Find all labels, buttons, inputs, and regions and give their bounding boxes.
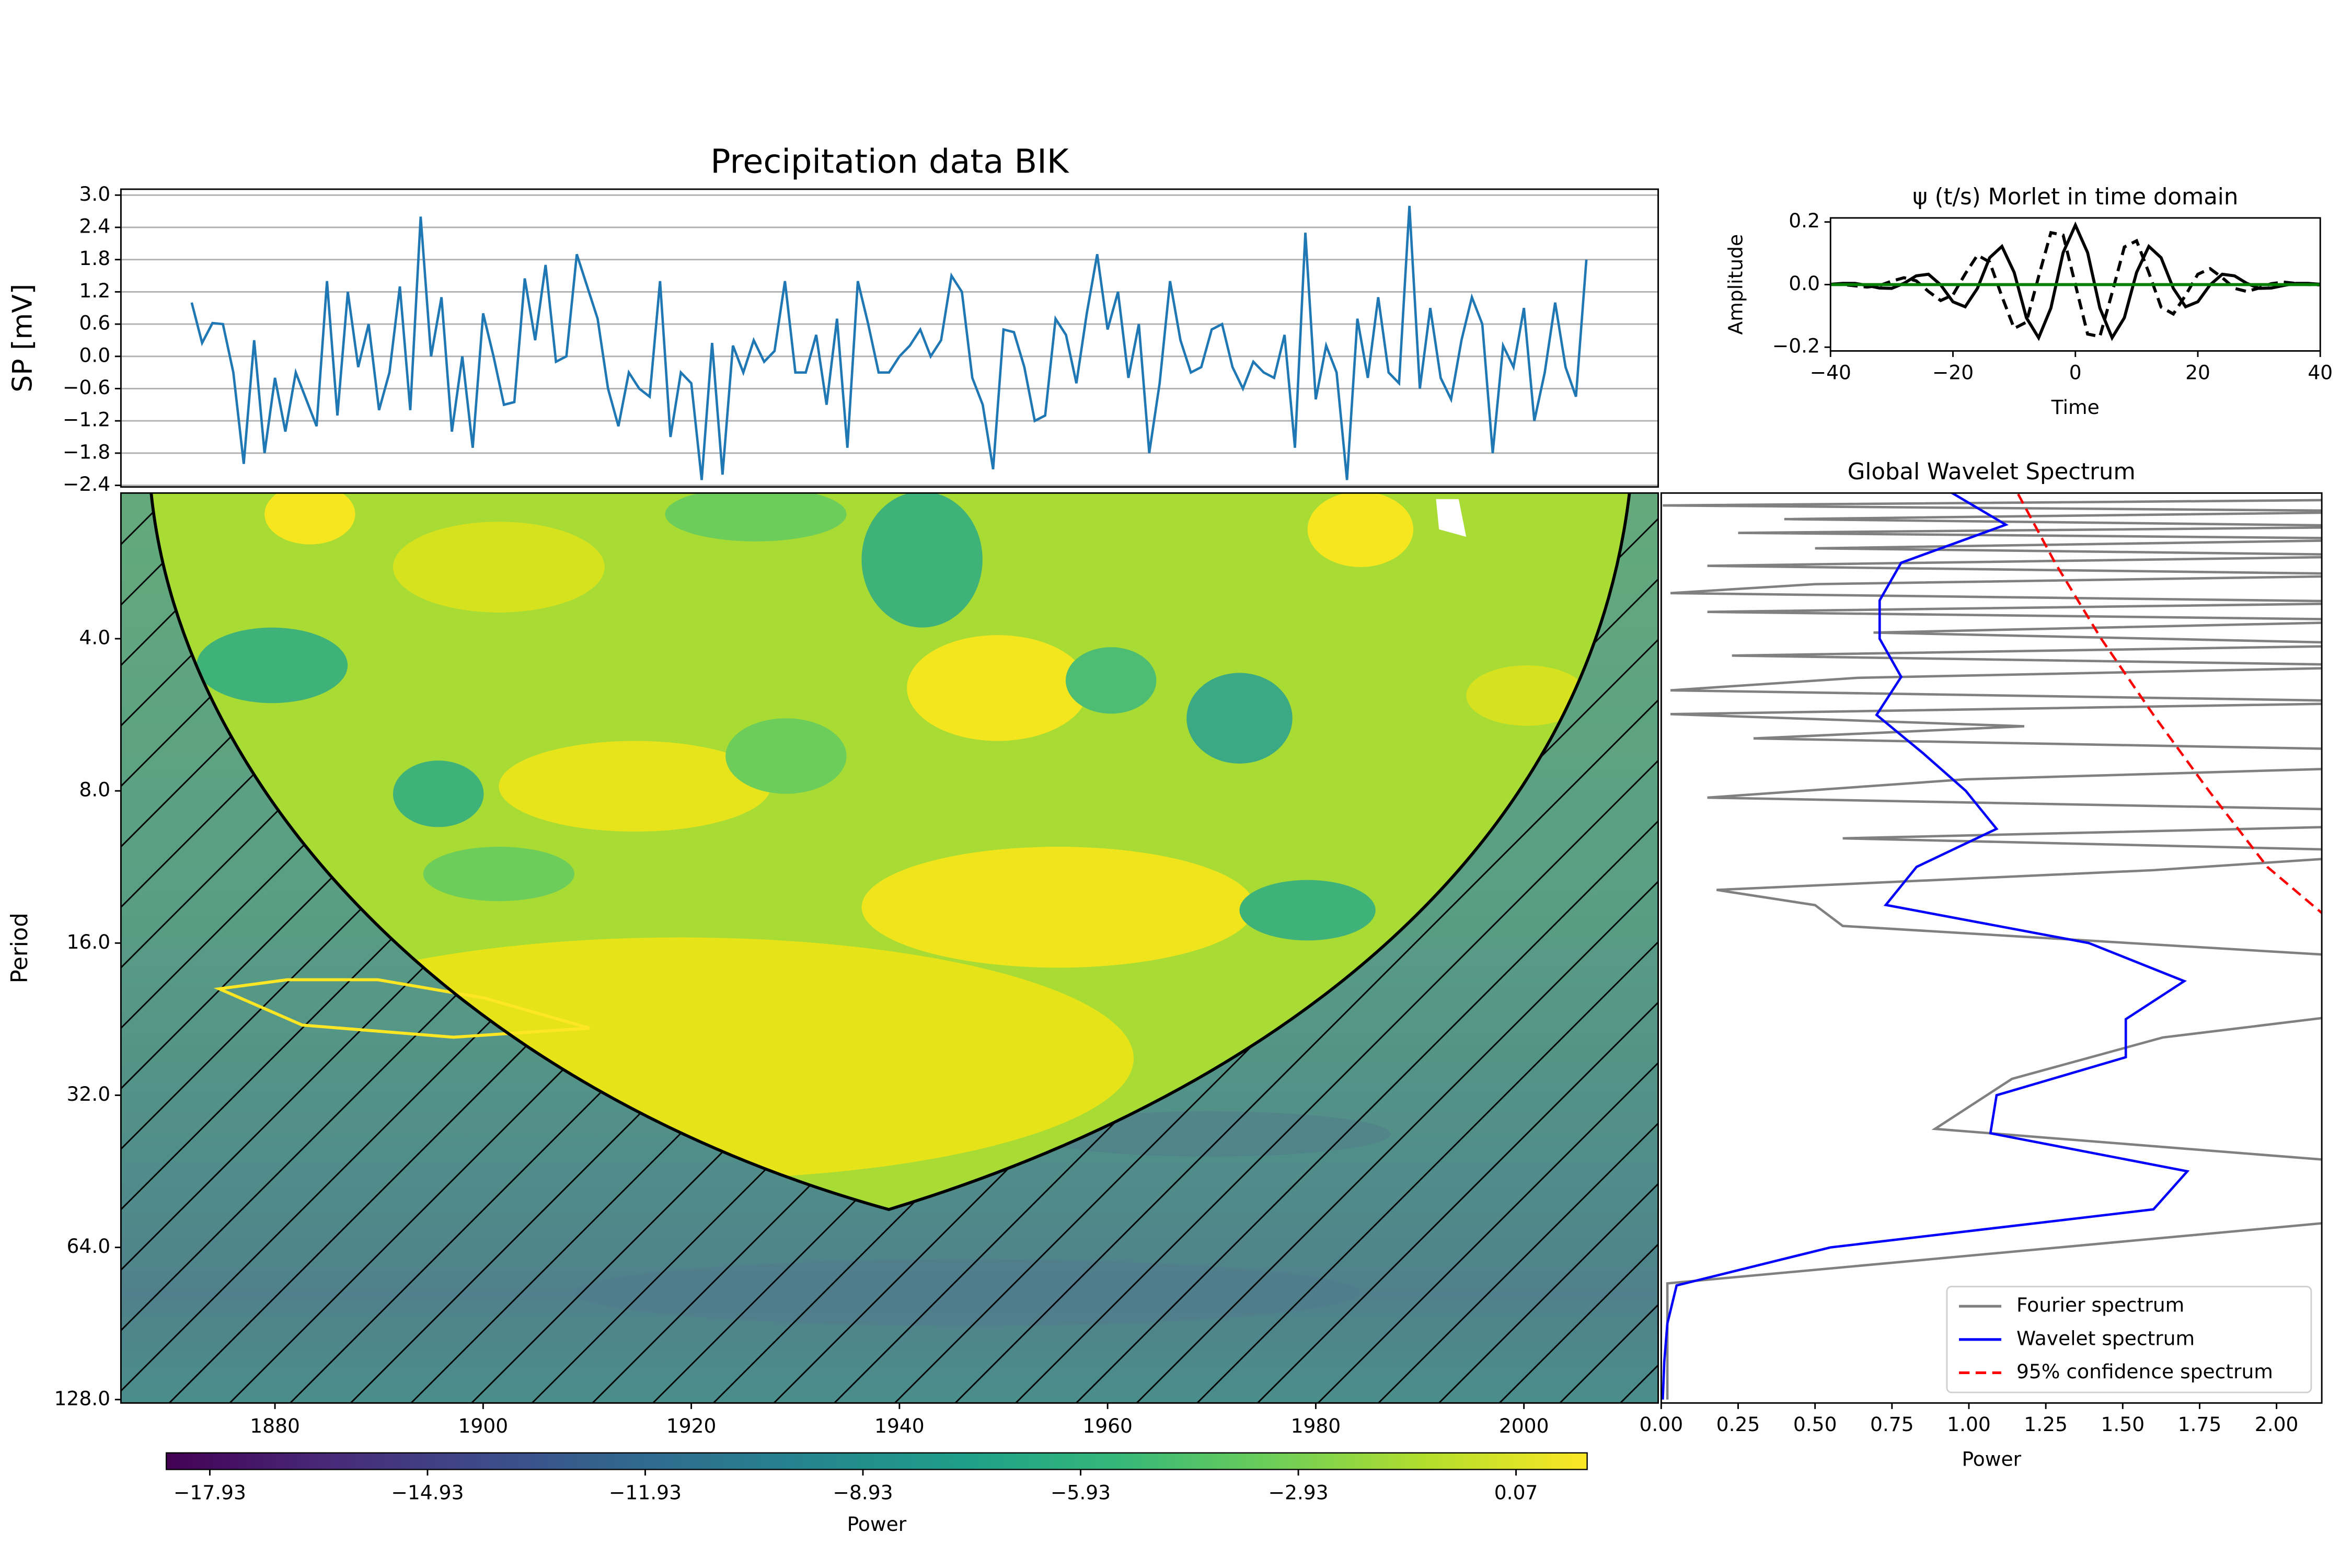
y-tick-label: −1.8 [63, 440, 110, 463]
wavelet-frame [120, 492, 1659, 1404]
legend-label: Wavelet spectrum [2016, 1327, 2195, 1350]
y-axis-label: Period [7, 913, 33, 983]
x-tick-label: 1960 [1082, 1414, 1133, 1437]
legend-label: Fourier spectrum [2016, 1294, 2184, 1317]
y-tick-label: 8.0 [79, 778, 110, 801]
y-tick-label: 0.0 [79, 343, 110, 366]
x-tick-label: 40 [2308, 361, 2333, 384]
x-tick-label: −20 [1932, 361, 1974, 384]
y-tick-label: −2.4 [63, 472, 110, 495]
x-tick-label: −40 [1810, 361, 1851, 384]
chart-title: Precipitation data BIK [710, 142, 1070, 181]
colorbar-tick-label: −8.93 [833, 1481, 893, 1504]
x-tick-label: 2.00 [2255, 1413, 2299, 1436]
colorbar-tick-label: −5.93 [1051, 1481, 1111, 1504]
y-axis-label: Amplitude [1724, 234, 1747, 335]
x-tick-label: 1880 [250, 1414, 300, 1437]
y-tick-label: 0.2 [1789, 209, 1820, 232]
x-tick-label: 20 [2185, 361, 2210, 384]
y-axis-label: SP [mV] [7, 284, 38, 393]
series-line [1830, 221, 2321, 341]
plot-lines [1830, 221, 2321, 341]
y-tick-label: 3.0 [79, 182, 110, 205]
axes-frame [120, 188, 1659, 488]
plot-lines [190, 205, 1588, 480]
x-tick-label: 1940 [874, 1414, 925, 1437]
data-line [190, 205, 1588, 480]
series-line [1661, 493, 2190, 1400]
y-tick-label: 0.6 [79, 312, 110, 335]
y-tick-label: 16.0 [66, 930, 110, 953]
x-tick-label: 1.25 [2024, 1413, 2068, 1436]
x-tick-label: 1980 [1291, 1414, 1341, 1437]
y-tick-label: 64.0 [66, 1235, 110, 1258]
chart-title: ψ (t/s) Morlet in time domain [1912, 184, 2238, 210]
colorbar-tick-label: −14.93 [391, 1481, 464, 1504]
colorbar-tick-label: −11.93 [609, 1481, 682, 1504]
plot-lines [1661, 493, 2322, 1400]
y-tick-label: 128.0 [54, 1387, 111, 1410]
colorbar-tick-label: −2.93 [1268, 1481, 1328, 1504]
x-tick-label: 0 [2069, 361, 2082, 384]
x-tick-label: 1.50 [2101, 1413, 2145, 1436]
legend-label: 95% confidence spectrum [2016, 1360, 2273, 1383]
axes-frame [1660, 492, 2323, 1404]
chart-title: Global Wavelet Spectrum [1848, 459, 2136, 485]
x-tick-label: 2000 [1499, 1414, 1549, 1437]
x-tick-label: 1900 [458, 1414, 509, 1437]
y-tick-label: −0.2 [1772, 335, 1820, 358]
axes-frame [1829, 217, 2321, 352]
y-tick-label: −0.6 [63, 376, 110, 399]
colorbar-label: Power [847, 1513, 907, 1536]
x-tick-label: 1.00 [1947, 1413, 1991, 1436]
x-tick-label: 1.75 [2178, 1413, 2222, 1436]
x-tick-label: 0.75 [1870, 1413, 1914, 1436]
y-tick-label: 1.2 [79, 279, 110, 302]
legend-box [1946, 1286, 2312, 1393]
y-tick-label: 1.8 [79, 247, 110, 270]
y-tick-label: 4.0 [79, 626, 110, 649]
y-tick-label: 2.4 [79, 215, 110, 238]
x-axis-label: Power [1962, 1448, 2021, 1471]
series-line [1663, 499, 2322, 1400]
colorbar-tick-label: −17.93 [174, 1481, 246, 1504]
colorbar-tick-label: 0.07 [1494, 1481, 1538, 1504]
x-tick-label: 0.25 [1716, 1413, 1760, 1436]
y-tick-label: 0.0 [1789, 272, 1820, 295]
colorbar [165, 1452, 1588, 1470]
legend: Fourier spectrum Wavelet spectrum 95% conf… [1946, 1286, 2312, 1393]
plot-area [121, 189, 1658, 487]
wavelet-field [121, 493, 1658, 1403]
series-line [2017, 493, 2322, 915]
x-tick-label: 0.50 [1793, 1413, 1837, 1436]
y-tick-label: −1.2 [63, 408, 110, 431]
x-tick-label: 0.00 [1640, 1413, 1684, 1436]
y-tick-label: 32.0 [66, 1082, 110, 1105]
x-axis-label: Time [2051, 396, 2100, 419]
x-tick-label: 1920 [666, 1414, 717, 1437]
